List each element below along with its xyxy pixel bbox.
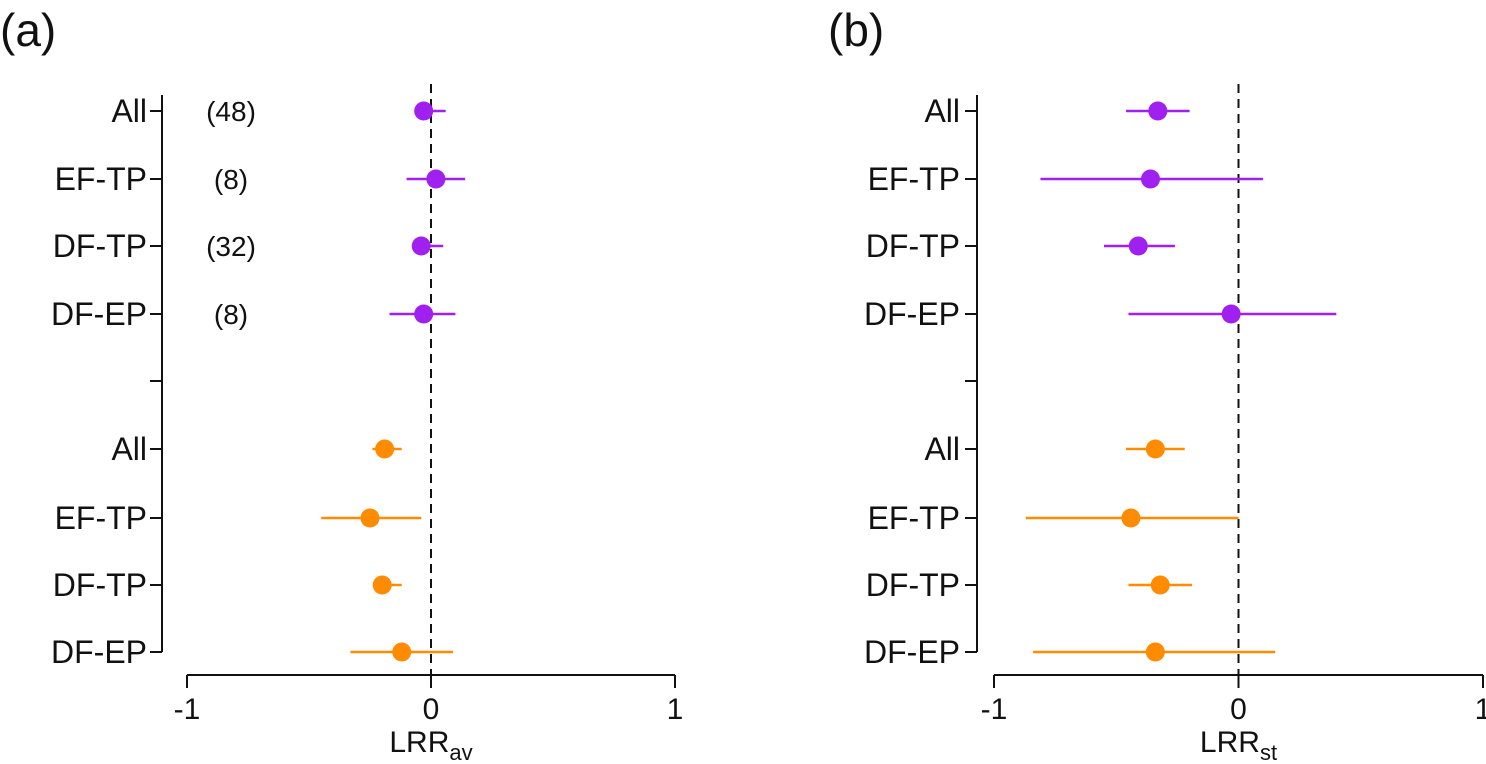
estimate-point [1128, 236, 1148, 256]
estimate-point [414, 101, 434, 121]
estimate-point [1150, 575, 1170, 595]
estimate-point [1221, 304, 1241, 324]
estimate-point [392, 642, 412, 662]
estimate-point [414, 304, 434, 324]
sample-size-label: (32) [206, 231, 256, 262]
estimate-point [1145, 439, 1165, 459]
panel-label: (b) [828, 4, 884, 56]
x-tick-label: 0 [423, 693, 440, 726]
category-label: DF-EP [864, 634, 960, 670]
estimate-point [426, 169, 446, 189]
estimate-point [1145, 642, 1165, 662]
x-tick-label: -1 [981, 693, 1008, 726]
sample-size-label: (8) [214, 299, 248, 330]
x-tick-label: -1 [174, 693, 201, 726]
x-tick-label: 0 [1230, 693, 1247, 726]
category-label: All [924, 93, 960, 129]
category-label: DF-EP [864, 296, 960, 332]
estimate-point [1148, 101, 1168, 121]
x-axis-label-subscript: av [449, 740, 472, 764]
estimate-point [360, 508, 380, 528]
category-label: EF-TP [55, 161, 147, 197]
sample-size-label: (48) [206, 96, 256, 127]
category-label: DF-TP [53, 228, 147, 264]
sample-size-label: (8) [214, 164, 248, 195]
category-label: DF-TP [866, 567, 960, 603]
category-label: DF-TP [866, 228, 960, 264]
category-label: All [111, 93, 147, 129]
category-label: DF-EP [51, 296, 147, 332]
x-axis-label-main: LRR [1200, 726, 1260, 759]
category-label: DF-TP [53, 567, 147, 603]
x-axis-label-main: LRR [389, 726, 449, 759]
x-tick-label: 1 [1475, 693, 1486, 726]
category-label: All [111, 431, 147, 467]
category-label: All [924, 431, 960, 467]
estimate-point [1121, 508, 1141, 528]
category-label: EF-TP [868, 500, 960, 536]
panel-label: (a) [0, 4, 56, 56]
panel-a: (a) -1 0 1 LRRav All (48) EF-TP (8) DF-TP (32) DF-E… [0, 4, 683, 764]
x-axis-label: LRRav [389, 726, 472, 764]
estimate-point [1140, 169, 1160, 189]
category-label: DF-EP [51, 634, 147, 670]
x-axis-label-subscript: st [1260, 740, 1277, 764]
estimate-point [372, 575, 392, 595]
panel-b: (b) -1 0 1 LRRst All EF-TP DF-TP DF-EP All EF-TP DF… [828, 4, 1486, 764]
estimate-point [375, 439, 395, 459]
x-tick-label: 1 [667, 693, 684, 726]
category-label: EF-TP [55, 500, 147, 536]
category-label: EF-TP [868, 161, 960, 197]
x-axis-label: LRRst [1200, 726, 1277, 764]
estimate-point [411, 236, 431, 256]
